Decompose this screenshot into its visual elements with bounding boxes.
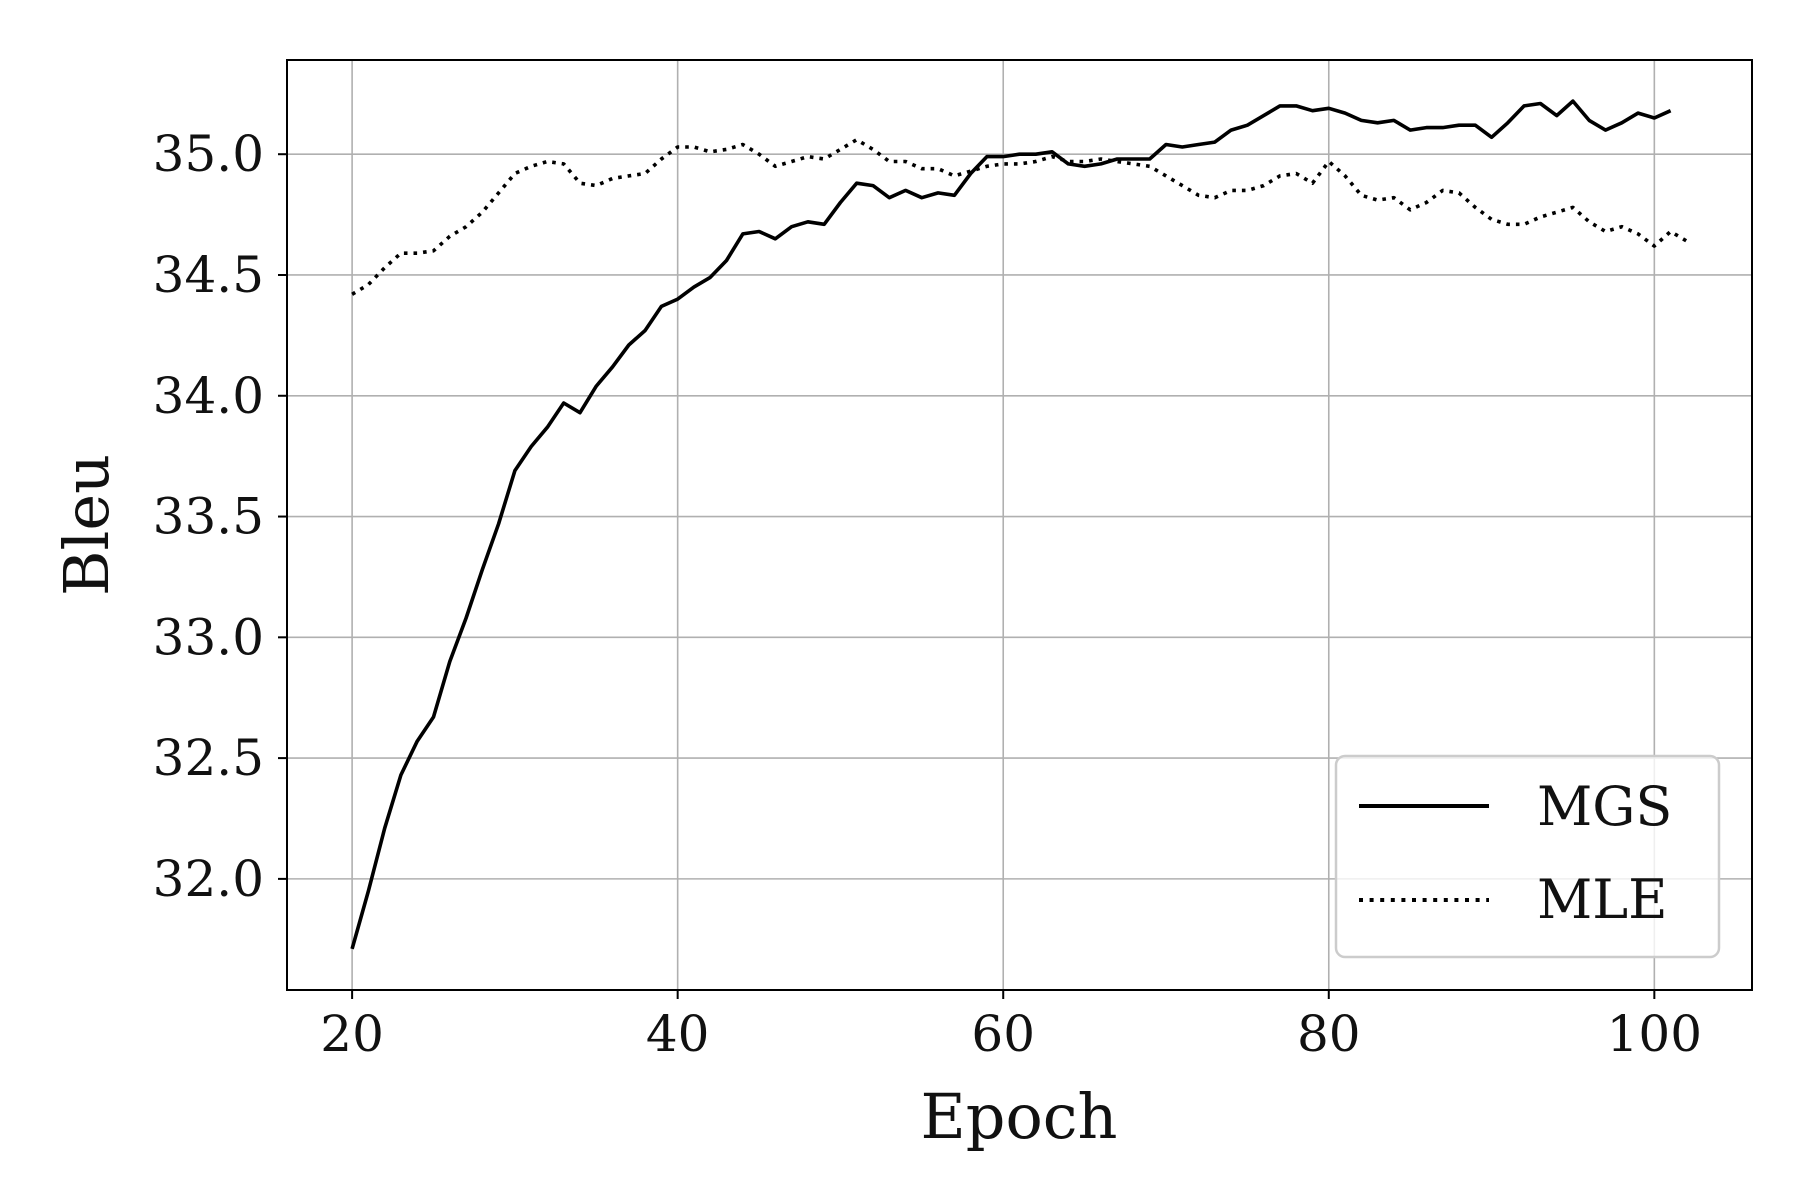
x-axis-ticks: 20 40 60 80 100 (320, 990, 1702, 1063)
x-tick-label: 40 (646, 1005, 710, 1063)
x-tick-label: 100 (1607, 1005, 1702, 1063)
x-tick-label: 80 (1297, 1005, 1361, 1063)
y-tick-label: 32.5 (153, 729, 264, 787)
series-line-mgs (350, 99, 1672, 950)
x-tick-label: 60 (971, 1005, 1035, 1063)
y-tick-label: 33.5 (153, 488, 264, 546)
x-tick-label: 20 (320, 1005, 384, 1063)
y-axis-ticks: 32.0 32.5 33.0 33.5 34.0 34.5 35.0 (153, 125, 287, 908)
y-tick-label: 33.0 (153, 608, 264, 666)
legend: MGS MLE (1334, 754, 1721, 959)
plot-frame (286, 59, 1753, 991)
legend-mgs-label: MGS (1537, 775, 1672, 838)
y-axis-label: Bleu (50, 454, 123, 596)
y-tick-label: 35.0 (153, 125, 264, 183)
y-tick-label: 34.5 (153, 246, 264, 304)
y-tick-label: 32.0 (153, 850, 264, 908)
series-layer (350, 99, 1688, 950)
legend-mle-label: MLE (1537, 868, 1668, 931)
y-tick-label: 34.0 (153, 367, 264, 425)
x-axis-label: Epoch (921, 1080, 1118, 1153)
